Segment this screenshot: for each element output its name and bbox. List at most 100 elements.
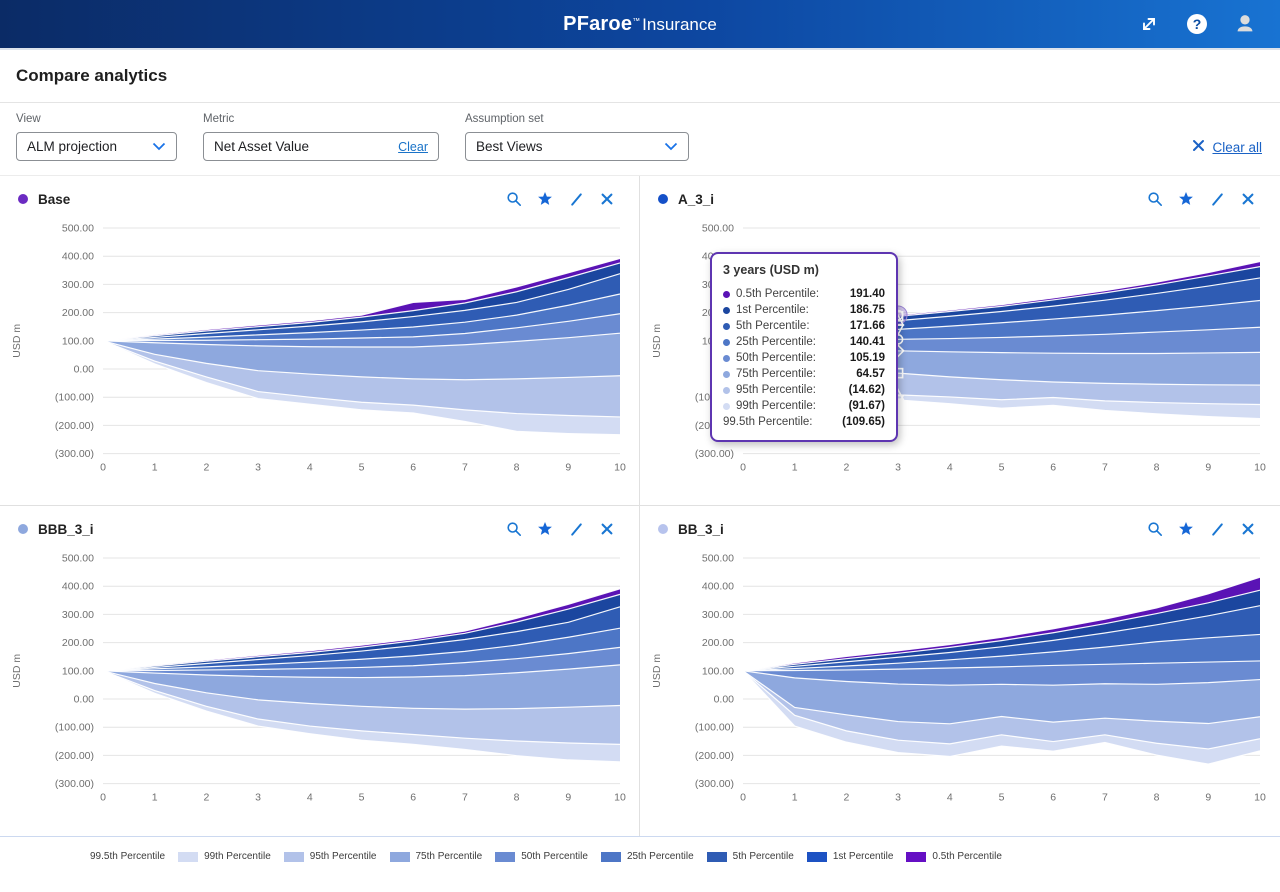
star-icon[interactable] xyxy=(537,191,553,207)
edit-icon[interactable] xyxy=(1209,521,1225,537)
close-icon[interactable] xyxy=(1240,521,1256,537)
tooltip-row-label: 5th Percentile: xyxy=(736,320,810,332)
svg-text:6: 6 xyxy=(1050,462,1056,474)
tooltip-row-value: 191.40 xyxy=(849,288,885,300)
svg-text:8: 8 xyxy=(1154,792,1160,804)
svg-text:(100.00): (100.00) xyxy=(55,722,94,734)
legend-item[interactable]: 25th Percentile xyxy=(600,851,694,862)
svg-text:7: 7 xyxy=(462,462,468,474)
legend-swatch xyxy=(389,851,410,862)
close-icon[interactable] xyxy=(1240,191,1256,207)
svg-text:0: 0 xyxy=(740,462,746,474)
svg-text:USD m: USD m xyxy=(11,324,23,358)
close-icon[interactable] xyxy=(599,521,615,537)
tooltip-row-value: (91.67) xyxy=(848,400,885,412)
tooltip-row-value: 105.19 xyxy=(849,352,885,364)
series-color-dot xyxy=(18,524,28,534)
view-select-value: ALM projection xyxy=(27,139,118,154)
chart-panel-a-3-i: A_3_i 500.00400.00300.00200.00100.000.00… xyxy=(640,176,1280,506)
legend-item[interactable]: 75th Percentile xyxy=(389,851,483,862)
legend-swatch xyxy=(283,851,304,862)
svg-text:USD m: USD m xyxy=(651,324,663,358)
title-bar: Compare analytics xyxy=(0,50,1280,103)
search-icon[interactable] xyxy=(1147,521,1163,537)
legend-item[interactable]: 99.5th Percentile xyxy=(64,851,165,862)
legend-label: 75th Percentile xyxy=(415,851,483,862)
tooltip-row-label: 25th Percentile: xyxy=(736,336,816,348)
svg-text:(300.00): (300.00) xyxy=(55,778,94,790)
svg-text:(100.00): (100.00) xyxy=(695,722,734,734)
help-icon[interactable]: ? xyxy=(1184,11,1210,37)
svg-text:9: 9 xyxy=(1205,792,1211,804)
svg-text:(300.00): (300.00) xyxy=(695,778,734,790)
legend-label: 0.5th Percentile xyxy=(932,851,1002,862)
legend-item[interactable]: 0.5th Percentile xyxy=(906,851,1002,862)
close-icon[interactable] xyxy=(599,191,615,207)
svg-text:10: 10 xyxy=(1254,792,1266,804)
svg-text:2: 2 xyxy=(843,462,849,474)
legend-swatch xyxy=(806,851,827,862)
edit-icon[interactable] xyxy=(568,521,584,537)
svg-text:100.00: 100.00 xyxy=(62,665,94,677)
search-icon[interactable] xyxy=(1147,191,1163,207)
fan-chart-bbb-3-i[interactable]: 500.00 400.00 300.00 200.00 100.00 0.00 (100.0… xyxy=(8,544,633,821)
assumption-set-value: Best Views xyxy=(476,139,543,154)
legend-item[interactable]: 1st Percentile xyxy=(806,851,894,862)
legend-label: 1st Percentile xyxy=(832,851,894,862)
view-select[interactable]: ALM projection xyxy=(16,132,177,161)
brand-tm: ™ xyxy=(632,16,641,26)
chart-panel-bbb-3-i: BBB_3_i 500.00 400.00 300.00 200.00 100.00 0.… xyxy=(0,506,640,836)
svg-text:0.00: 0.00 xyxy=(714,694,735,706)
tooltip-row-value: (14.62) xyxy=(848,384,885,396)
legend-swatch xyxy=(495,851,516,862)
svg-text:2: 2 xyxy=(203,462,209,474)
edit-icon[interactable] xyxy=(568,191,584,207)
assumption-set-select[interactable]: Best Views xyxy=(465,132,689,161)
fan-chart-bb-3-i[interactable]: 500.00 400.00 300.00 200.00 100.00 0.00 (100.0… xyxy=(648,544,1274,821)
clear-all-button[interactable]: Clear all xyxy=(1192,139,1262,155)
metric-field[interactable]: Net Asset Value Clear xyxy=(203,132,439,161)
percentile-dot-icon xyxy=(723,322,730,330)
chart-panel-base: Base 500.00 400.00 300.00 200.00 100.00 0.00 (… xyxy=(0,176,640,506)
legend-item[interactable]: 99th Percentile xyxy=(178,851,271,862)
star-icon[interactable] xyxy=(1178,521,1194,537)
panel-actions xyxy=(506,191,623,207)
view-filter-label: View xyxy=(16,113,41,125)
search-icon[interactable] xyxy=(506,521,522,537)
legend-item[interactable]: 5th Percentile xyxy=(706,851,794,862)
svg-text:200.00: 200.00 xyxy=(62,637,94,649)
star-icon[interactable] xyxy=(1178,191,1194,207)
svg-text:?: ? xyxy=(1193,16,1202,32)
fan-chart-base[interactable]: 500.00 400.00 300.00 200.00 100.00 0.00 (100.0… xyxy=(8,214,633,491)
star-icon[interactable] xyxy=(537,521,553,537)
brand-logo: PFaroe™ Insurance xyxy=(563,13,717,36)
user-icon[interactable] xyxy=(1232,11,1258,37)
series-color-dot xyxy=(658,194,668,204)
metric-clear-link[interactable]: Clear xyxy=(398,139,428,154)
legend-item[interactable]: 95th Percentile xyxy=(283,851,377,862)
svg-text:3: 3 xyxy=(255,792,261,804)
legend-item[interactable]: 50th Percentile xyxy=(495,851,588,862)
percentile-dot-icon xyxy=(723,306,730,314)
legend-label: 99.5th Percentile xyxy=(90,851,166,862)
svg-text:100.00: 100.00 xyxy=(62,335,94,347)
svg-text:8: 8 xyxy=(514,792,520,804)
tooltip-row-label: 99th Percentile: xyxy=(736,400,816,412)
metric-filter-label: Metric xyxy=(203,113,235,125)
tooltip-row: 99th Percentile: (91.67) xyxy=(723,398,885,414)
page-title: Compare analytics xyxy=(16,66,168,85)
svg-text:10: 10 xyxy=(1254,462,1266,474)
edit-icon[interactable] xyxy=(1209,191,1225,207)
search-icon[interactable] xyxy=(506,191,522,207)
svg-text:0: 0 xyxy=(740,792,746,804)
svg-text:(200.00): (200.00) xyxy=(55,420,94,432)
tooltip-rows: 0.5th Percentile: 191.40 1st Percentile: 18… xyxy=(723,286,885,430)
svg-text:2: 2 xyxy=(203,792,209,804)
metric-field-value: Net Asset Value xyxy=(214,139,310,154)
svg-text:5: 5 xyxy=(999,462,1005,474)
chart-title: BBB_3_i xyxy=(38,521,94,537)
expand-icon[interactable] xyxy=(1136,11,1162,37)
chart-tooltip: 3 years (USD m) 0.5th Percentile: 191.40 1… xyxy=(710,252,898,442)
legend-swatch xyxy=(706,851,727,862)
chart-title: BB_3_i xyxy=(678,521,724,537)
